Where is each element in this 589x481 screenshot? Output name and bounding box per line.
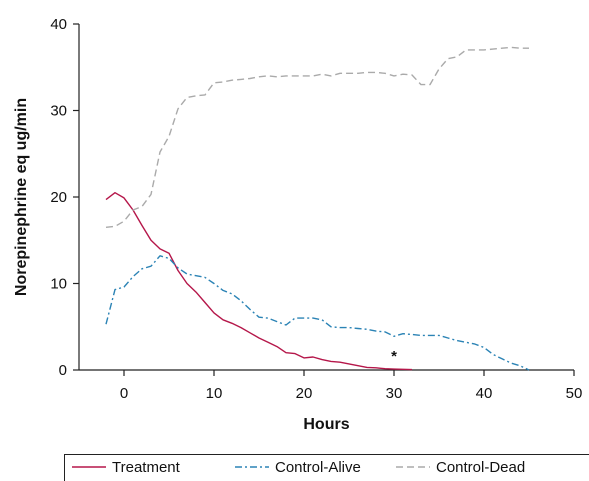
series-line-control-alive (106, 256, 529, 370)
significance-asterisk: * (391, 348, 397, 365)
y-tick-label: 20 (50, 189, 67, 206)
x-tick-label: 10 (206, 385, 223, 402)
legend-label: Control-Alive (275, 459, 361, 476)
y-tick-label: 40 (50, 16, 67, 33)
x-tick-label: 0 (120, 385, 128, 402)
legend-items: Treatment Control-Alive Control-Dead (72, 459, 525, 476)
x-tick-label: 50 (566, 385, 583, 402)
x-axis-title: Hours (303, 416, 349, 433)
y-axis-title: Norepinephrine eq ug/min (13, 98, 30, 296)
series-line-treatment (106, 193, 412, 370)
ticks: 0 10 20 30 40 0 10 20 30 40 50 (50, 16, 582, 402)
series-lines (106, 47, 529, 370)
y-tick-label: 10 (50, 276, 67, 293)
x-tick-label: 20 (296, 385, 313, 402)
y-tick-label: 0 (59, 362, 67, 379)
y-tick-label: 30 (50, 103, 67, 120)
legend-label: Treatment (112, 459, 181, 476)
x-tick-label: 40 (476, 385, 493, 402)
x-tick-label: 30 (386, 385, 403, 402)
series-line-control-dead (106, 47, 529, 227)
legend-label: Control-Dead (436, 459, 525, 476)
axes (79, 24, 574, 370)
legend: Treatment Control-Alive Control-Dead (65, 455, 589, 481)
